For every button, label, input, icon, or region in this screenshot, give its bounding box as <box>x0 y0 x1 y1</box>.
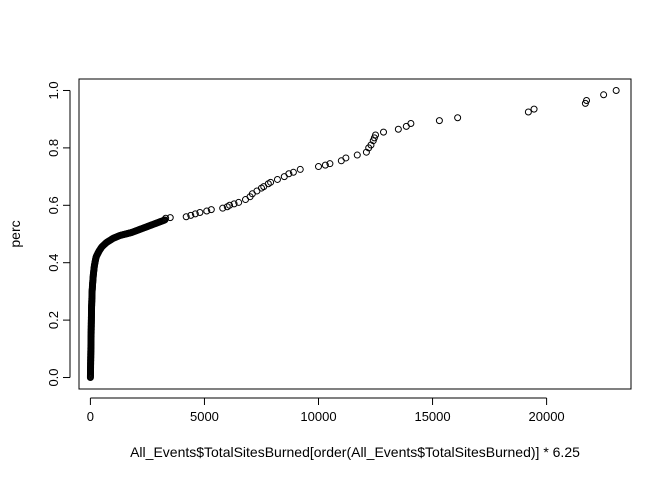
x-axis-label: All_Events$TotalSitesBurned[order(All_Ev… <box>130 444 580 460</box>
data-point <box>285 170 293 178</box>
data-point <box>600 91 608 99</box>
data-point <box>372 131 380 139</box>
y-tick-label: 1.0 <box>46 81 61 99</box>
data-point <box>273 175 281 183</box>
x-tick-label: 0 <box>87 409 94 424</box>
data-point <box>524 108 532 116</box>
plot-frame <box>78 78 632 390</box>
data-point <box>315 163 322 171</box>
data-point <box>191 210 199 218</box>
data-point <box>353 151 361 159</box>
y-tick-label: 0.6 <box>46 196 61 214</box>
data-point <box>583 97 591 105</box>
data-point <box>394 125 402 133</box>
data-point <box>289 168 297 176</box>
data-point <box>267 178 275 186</box>
data-point <box>530 105 538 113</box>
y-tick-label: 0.4 <box>46 254 61 272</box>
y-axis-label: perc <box>7 220 23 247</box>
data-point <box>454 114 462 122</box>
x-axis: 0 5000 10000 15000 20000 <box>87 397 565 424</box>
data-point <box>296 165 304 173</box>
data-point <box>182 213 190 221</box>
data-point <box>196 208 204 216</box>
data-point <box>187 211 195 219</box>
data-point <box>326 160 334 168</box>
data-points <box>86 86 620 382</box>
x-tick-label: 20000 <box>529 409 565 424</box>
data-point <box>380 128 388 136</box>
data-point <box>612 86 620 94</box>
x-tick-label: 5000 <box>190 409 219 424</box>
y-axis: 0.0 0.2 0.4 0.6 0.8 1.0 <box>46 81 71 387</box>
data-point <box>219 204 227 212</box>
x-tick-label: 10000 <box>300 409 336 424</box>
data-point <box>203 207 211 215</box>
data-point <box>435 117 443 125</box>
data-point <box>226 201 234 209</box>
data-point <box>407 119 415 127</box>
data-point <box>230 200 238 208</box>
x-tick-label: 15000 <box>414 409 450 424</box>
y-tick-label: 0.8 <box>46 139 61 157</box>
data-point <box>321 161 329 169</box>
data-point <box>342 154 350 162</box>
data-point <box>207 206 215 214</box>
data-point <box>162 214 170 222</box>
data-point <box>166 214 174 222</box>
y-tick-label: 0.2 <box>46 311 61 329</box>
data-point <box>235 198 243 206</box>
y-tick-label: 0.0 <box>46 368 61 386</box>
